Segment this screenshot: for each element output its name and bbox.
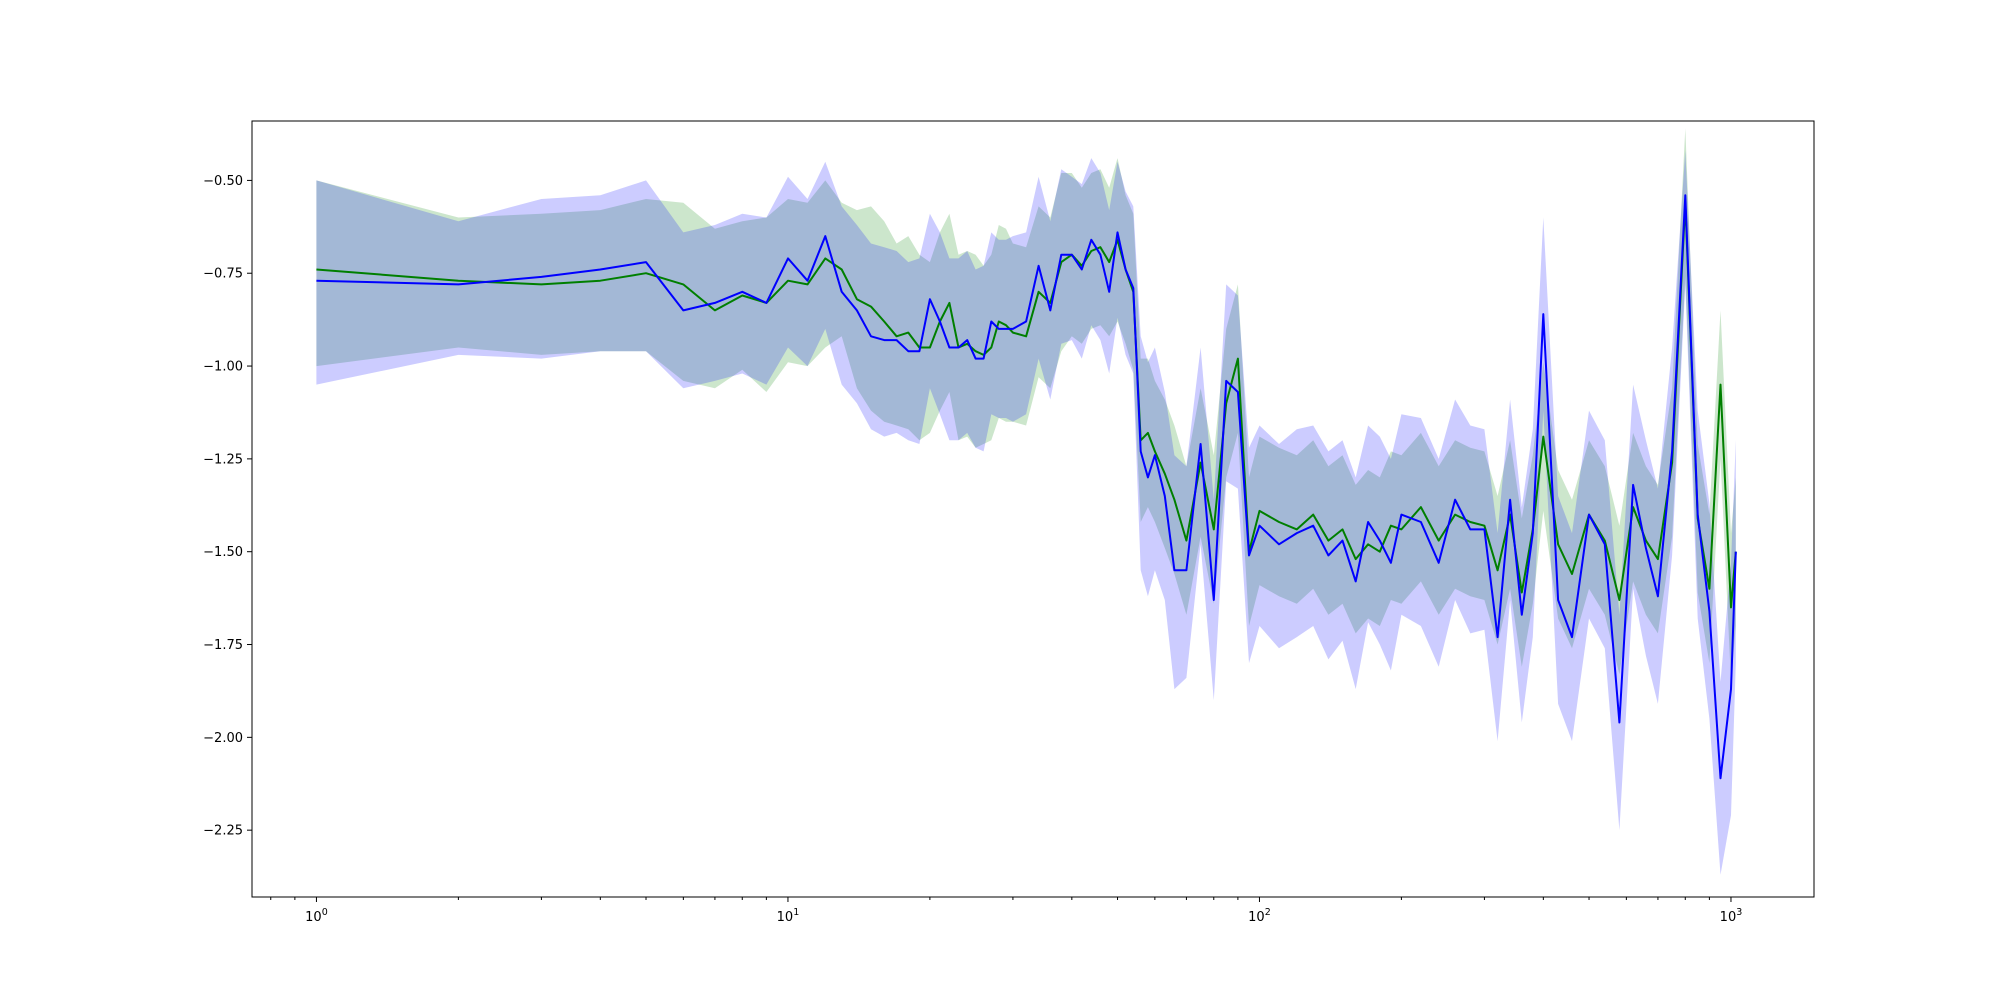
y-tick-label: −0.75 [203, 267, 243, 282]
x-tick-label: 103 [1720, 907, 1743, 925]
y-tick-label: −0.50 [203, 174, 243, 189]
y-tick-label: −2.25 [203, 824, 243, 839]
x-tick-label: 102 [1248, 907, 1271, 925]
series-2-line [316, 194, 1737, 780]
y-tick-label: −1.50 [203, 545, 243, 560]
series-1-line [316, 201, 1737, 609]
y-tick-label: −1.00 [203, 360, 243, 375]
plot-frame [251, 120, 1815, 898]
x-axis: 100 101 102 103 [270, 897, 1743, 925]
y-tick-label: −2.00 [203, 731, 243, 746]
x-tick-label: 101 [777, 907, 800, 925]
y-tick-label: −1.25 [203, 452, 243, 467]
series-2-band [316, 150, 1736, 875]
series-lines [316, 194, 1737, 780]
y-axis: −0.50 −0.75 −1.00 −1.25 −1.50 −1.75 −2.00 −2.25 [203, 174, 252, 839]
y-tick-label: −1.75 [203, 638, 243, 653]
x-tick-label: 100 [305, 907, 328, 925]
